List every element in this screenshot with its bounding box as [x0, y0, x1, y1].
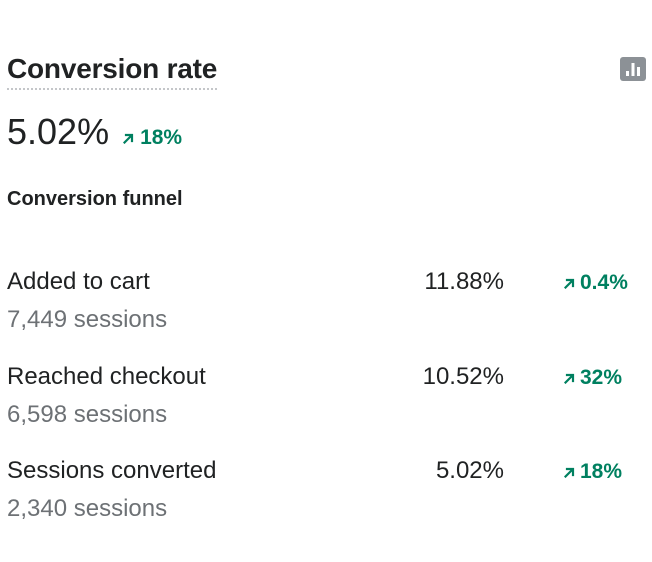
metric-summary: 5.02% 18% — [7, 111, 182, 153]
arrow-up-right-icon — [563, 370, 575, 398]
funnel-step-label: Sessions converted — [7, 457, 217, 484]
funnel-step-sessions: 6,598 sessions — [7, 401, 168, 428]
metric-change: 18% — [140, 126, 183, 149]
arrow-up-right-icon — [563, 275, 575, 303]
funnel-step-label: Added to cart — [7, 268, 150, 295]
funnel-row-added-to-cart: Added to cart 7,449 sessions 11.88% 0.4% — [0, 267, 652, 347]
view-report-button[interactable] — [620, 57, 646, 81]
funnel-step-change: 18% — [580, 460, 623, 483]
funnel-row-reached-checkout: Reached checkout 6,598 sessions 10.52% 3… — [0, 362, 652, 442]
funnel-step-trend: 18% — [563, 458, 623, 492]
funnel-heading: Conversion funnel — [7, 188, 183, 210]
metric-value: 5.02% — [7, 111, 110, 152]
funnel-step-rate: 10.52% — [422, 363, 504, 390]
arrow-up-right-icon — [563, 464, 575, 492]
funnel-step-trend: 0.4% — [563, 269, 628, 303]
arrow-up-right-icon — [123, 133, 134, 145]
funnel-step-change: 0.4% — [580, 271, 628, 294]
funnel-step-change: 32% — [580, 366, 623, 389]
funnel-step-rate: 5.02% — [435, 457, 504, 484]
bar-chart-icon — [626, 63, 640, 76]
funnel-row-sessions-converted: Sessions converted 2,340 sessions 5.02% … — [0, 456, 652, 536]
funnel-step-trend: 32% — [563, 364, 623, 398]
funnel-step-rate: 11.88% — [424, 268, 504, 295]
funnel-step-sessions: 7,449 sessions — [7, 306, 168, 333]
card-title[interactable]: Conversion rate — [7, 52, 217, 90]
metric-trend: 18% — [123, 126, 182, 150]
funnel-step-sessions: 2,340 sessions — [7, 495, 168, 522]
funnel-step-label: Reached checkout — [7, 363, 206, 390]
